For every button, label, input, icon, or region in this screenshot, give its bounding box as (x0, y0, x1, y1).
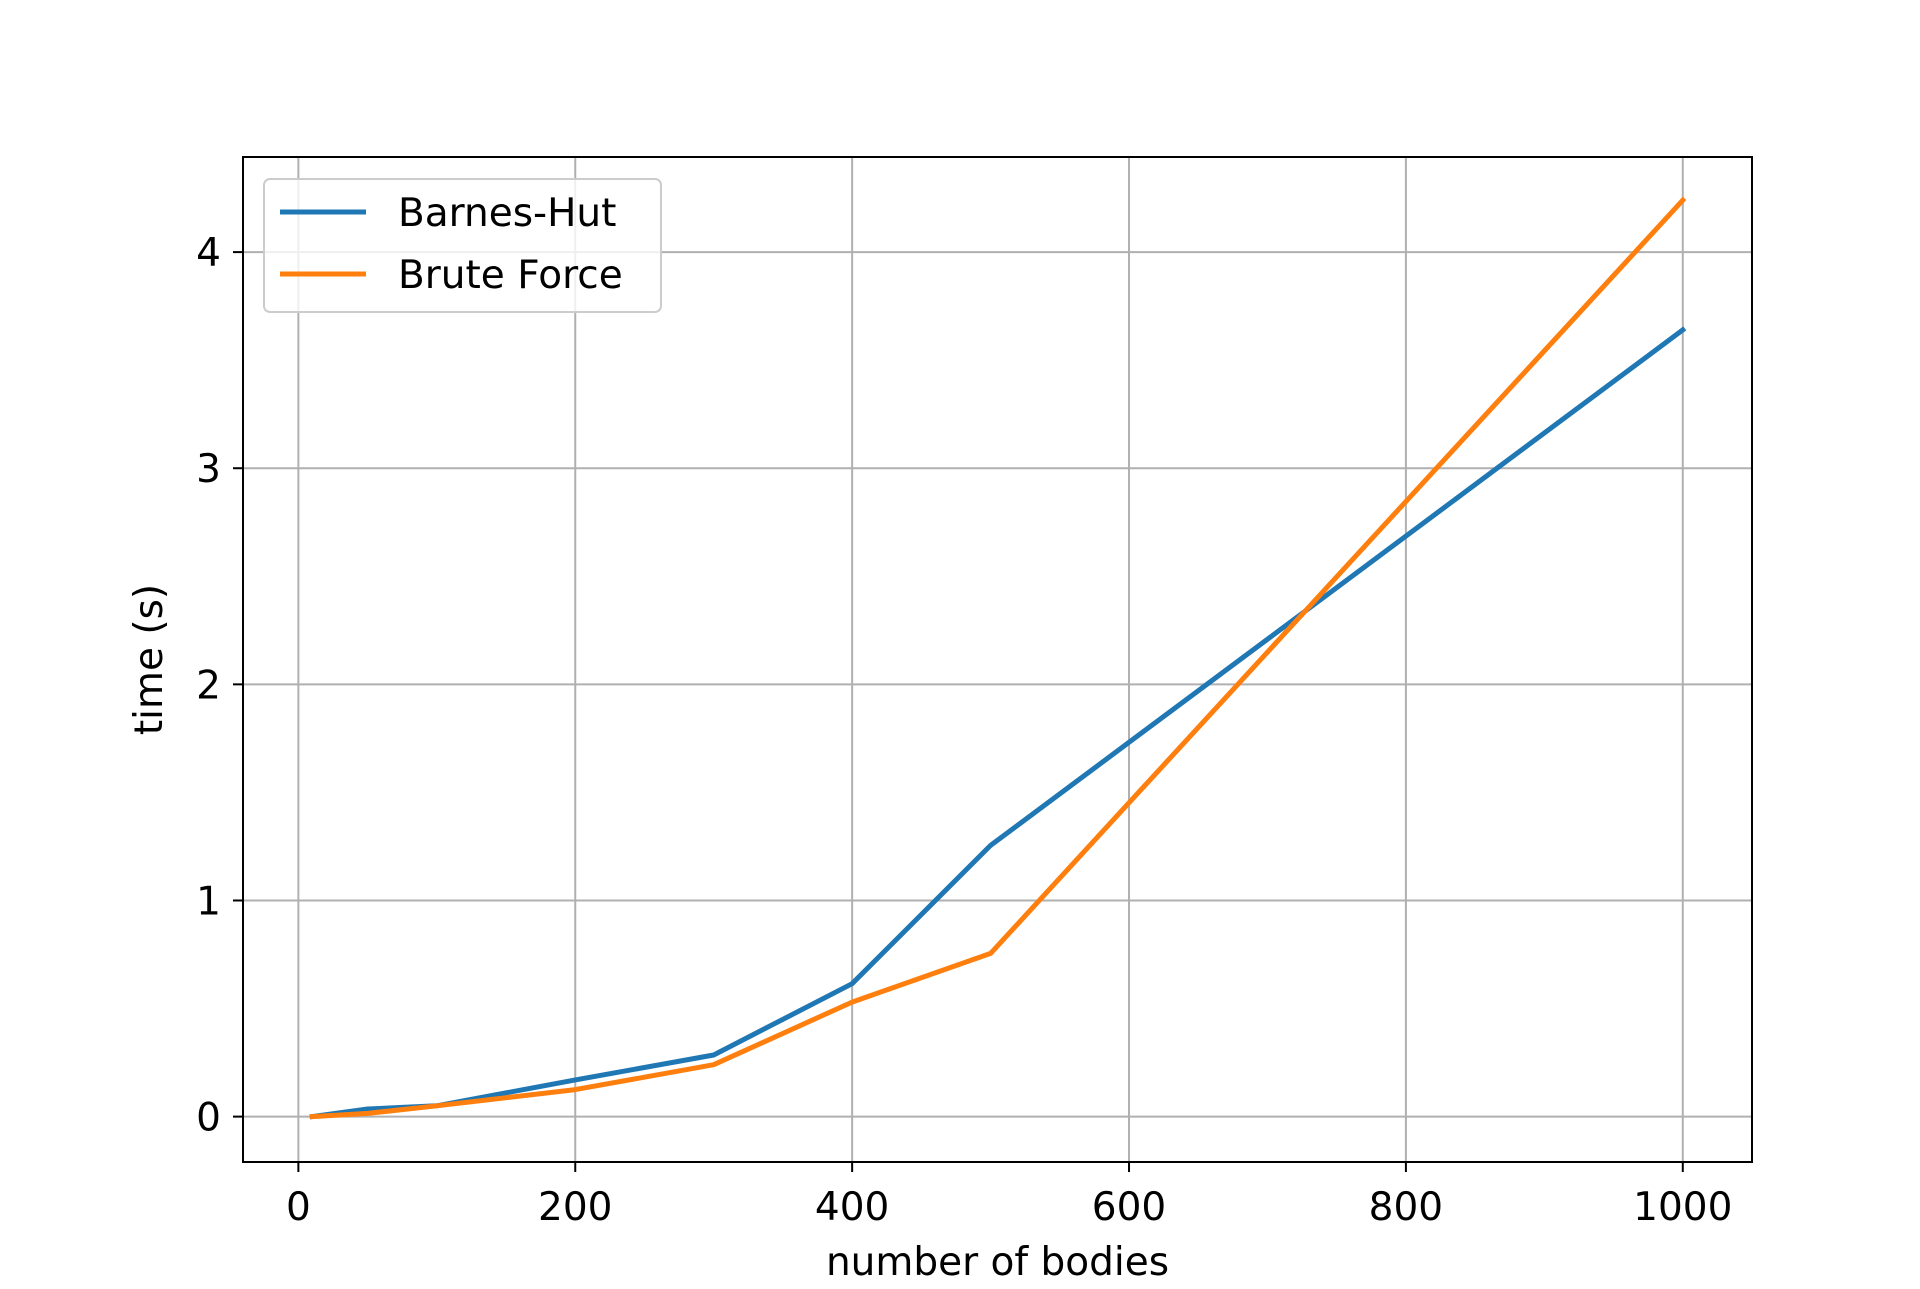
legend: Barnes-Hut Brute Force (263, 178, 662, 313)
x-tick-label: 1000 (1633, 1185, 1732, 1230)
axis-ticks: 0 200 400 600 800 1000 0 1 2 3 4 (196, 231, 1732, 1230)
series-line-brute-force (309, 196, 1687, 1120)
y-tick-label: 4 (196, 231, 221, 276)
x-tick-label: 800 (1369, 1185, 1443, 1230)
y-tick-label: 0 (196, 1096, 221, 1141)
x-tick-label: 200 (538, 1185, 612, 1230)
x-tick-label: 0 (286, 1185, 311, 1230)
legend-label-barnes-hut: Barnes-Hut (398, 191, 616, 236)
x-tick-label: 600 (1092, 1185, 1166, 1230)
x-tick-label: 400 (815, 1185, 889, 1230)
series-layer (309, 196, 1687, 1120)
plot-frame (242, 156, 1753, 1163)
y-tick-label: 1 (196, 879, 221, 924)
y-tick-label: 2 (196, 663, 221, 708)
y-axis-label: time (s) (127, 584, 172, 735)
series-line-barnes-hut (309, 326, 1687, 1120)
y-tick-label: 3 (196, 447, 221, 492)
x-axis-label: number of bodies (826, 1240, 1169, 1285)
legend-label-brute-force: Brute Force (398, 253, 623, 298)
